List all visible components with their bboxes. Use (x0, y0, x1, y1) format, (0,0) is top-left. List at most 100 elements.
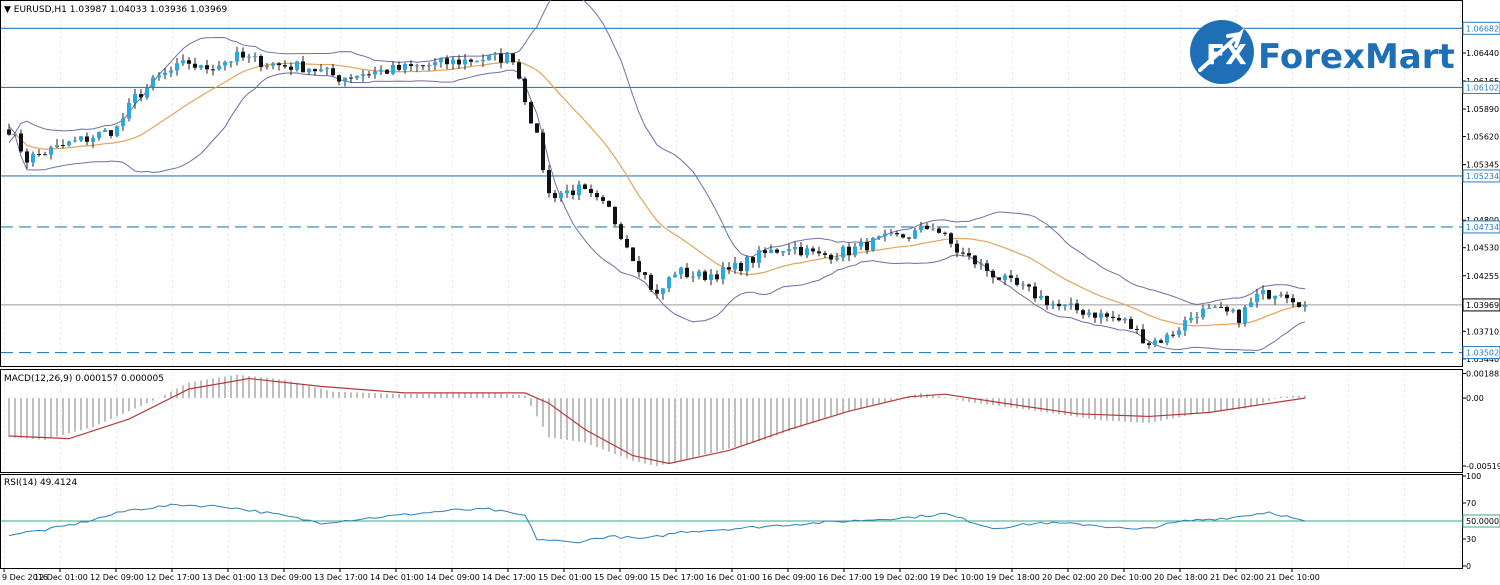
candle-body (1249, 302, 1253, 308)
time-tick-label: 14 Dec 17:00 (482, 573, 536, 582)
candle-body (103, 130, 107, 133)
rsi-tick-label: 0 (1466, 562, 1471, 571)
rsi-tick-label: 30 (1466, 535, 1476, 544)
candle-body (217, 65, 221, 70)
candle-body (511, 53, 515, 63)
candle-body (493, 53, 497, 55)
candle-body (49, 147, 53, 155)
candle-body (655, 289, 659, 294)
candle-body (433, 62, 437, 66)
candle-body (1003, 275, 1007, 280)
candle-body (991, 270, 995, 278)
candle-body (1039, 295, 1043, 299)
candle-body (1015, 277, 1019, 285)
candle-body (115, 126, 119, 136)
candle-body (601, 197, 605, 201)
candle-body (679, 267, 683, 275)
candle-body (31, 154, 35, 163)
level-price-label: 1.05234 (1466, 172, 1499, 181)
candle-body (1033, 286, 1037, 299)
candle-body (1231, 309, 1235, 312)
candle-body (1009, 275, 1013, 278)
candle-body (1099, 313, 1103, 318)
candle-body (967, 253, 971, 256)
candle-body (1255, 293, 1259, 303)
candle-body (1129, 319, 1133, 329)
candle-body (1189, 317, 1193, 321)
candle-body (427, 65, 431, 67)
time-tick-label: 19 Dec 18:00 (986, 573, 1040, 582)
candle-body (1285, 294, 1289, 299)
candle-body (499, 53, 503, 63)
candle-body (151, 77, 155, 88)
candle-body (463, 59, 467, 65)
candle-body (559, 193, 563, 199)
candle-body (817, 251, 821, 254)
candle-body (517, 62, 521, 79)
candle-body (805, 248, 809, 256)
macd-grid (1, 370, 1462, 472)
candle-body (1147, 343, 1151, 346)
candle-body (1075, 303, 1079, 311)
candle-body (283, 65, 287, 67)
price-tick-label: 1.03710 (1466, 327, 1499, 336)
candle-body (325, 68, 329, 70)
candle-body (523, 78, 527, 103)
candle-body (667, 277, 671, 289)
candle-body (571, 190, 575, 196)
level-price-tag (1462, 80, 1500, 94)
rsi-tick-label: 70 (1466, 499, 1476, 508)
candle-body (649, 274, 653, 290)
candle-body (187, 60, 191, 64)
rsi-pane[interactable]: RSI(14) 49.4124 100 70 50.0000 30 0 (0, 472, 1500, 571)
candle-body (175, 63, 179, 71)
time-tick-label: 16 Dec 17:00 (818, 573, 872, 582)
price-tick-label: 1.04255 (1466, 272, 1499, 281)
candle-body (631, 247, 635, 262)
candle-body (1237, 309, 1241, 323)
candle-body (673, 274, 677, 278)
candle-body (109, 130, 113, 136)
candle-body (1111, 316, 1115, 319)
level-price-label: 1.04734 (1466, 223, 1499, 232)
candle-body (721, 267, 725, 280)
level-price-tag (1462, 169, 1500, 183)
price-tick-label: 1.03440 (1466, 355, 1499, 364)
candle-body (277, 63, 281, 66)
candle-body (241, 51, 245, 58)
candle-body (1027, 284, 1031, 287)
macd-pane[interactable]: MACD(12,26,9) 0.000157 0.000005 0.001882… (0, 369, 1500, 473)
candle-body (1057, 303, 1061, 307)
candle-body (139, 94, 143, 98)
candle-body (565, 190, 569, 194)
candle-body (787, 249, 791, 252)
candle-body (67, 141, 71, 146)
candle-body (55, 144, 59, 148)
time-tick-label: 16 Dec 01:00 (706, 573, 760, 582)
candle-body (199, 65, 203, 68)
candle-body (1135, 328, 1139, 330)
candle-body (1195, 317, 1199, 319)
candle-body (661, 288, 665, 294)
candle-body (223, 62, 227, 66)
level-price-tag (1462, 346, 1500, 360)
candle-body (349, 77, 353, 79)
candle-body (1093, 312, 1097, 318)
candle-body (781, 251, 785, 253)
candle-body (553, 193, 557, 199)
candlesticks (7, 46, 1307, 349)
candle-body (607, 200, 611, 207)
rsi-tick-label: 50.0000 (1466, 517, 1499, 526)
macd-signal-line (8, 377, 1306, 465)
candle-body (583, 184, 587, 189)
candle-body (799, 246, 803, 256)
candle-body (907, 237, 911, 239)
candle-body (1045, 295, 1049, 306)
candle-body (1159, 340, 1163, 343)
candle-body (913, 230, 917, 239)
candle-body (61, 144, 65, 146)
candle-body (1291, 298, 1295, 303)
rsi-label: RSI(14) 49.4124 (4, 478, 77, 488)
